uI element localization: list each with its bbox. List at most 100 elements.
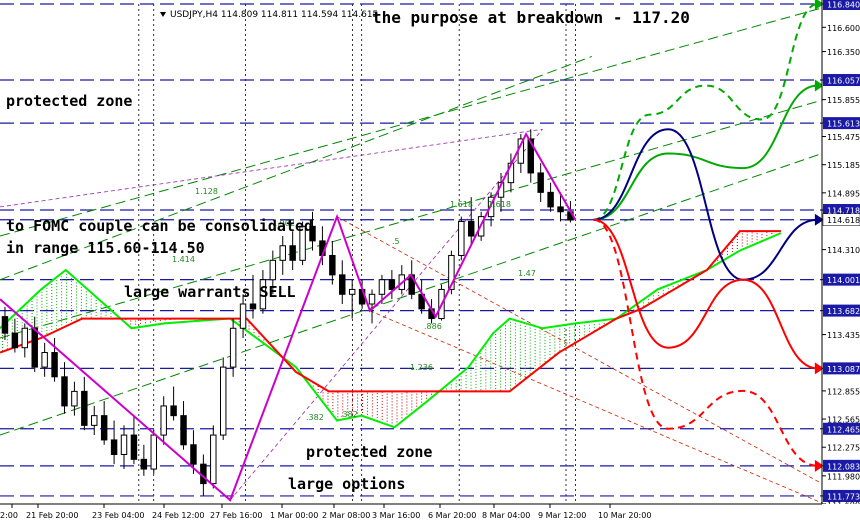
time-tick-label: 24 Feb 12:00	[152, 511, 204, 520]
candle-bull	[348, 288, 356, 295]
price-tick-label: 116.600	[827, 24, 860, 33]
price-axis-panel	[822, 0, 860, 525]
price-tick-label: 115.855	[827, 96, 860, 105]
price-tick-label: 114.895	[827, 189, 860, 198]
time-tick-label: 3 Mar 16:00	[372, 511, 420, 520]
fib-level-label: .5	[392, 237, 400, 246]
price-tick-label: 111.773	[827, 492, 860, 501]
price-label-highlight	[823, 362, 860, 375]
forecast-path-forecast_down	[593, 218, 818, 370]
candle-bull	[279, 245, 286, 261]
candle-bull	[21, 327, 29, 349]
price-label-highlight	[823, 273, 860, 286]
fomc-annotation-line1: to FOMC couple can be consolidated	[6, 217, 314, 235]
candle-bull	[259, 279, 267, 310]
price-tick-label: 116.840	[827, 1, 860, 10]
large-options-annotation: large options	[288, 475, 406, 493]
protected-zone-top-annotation: protected zone	[6, 92, 133, 110]
candle-bear	[547, 191, 554, 208]
price-tick-label: 113.682	[827, 307, 860, 316]
price-tick-label: 111.980	[827, 472, 860, 481]
trend-channel-line	[0, 55, 593, 281]
fib-level-label: 1.902	[272, 219, 295, 228]
price-label-highlight	[823, 0, 860, 10]
candle-bear	[110, 439, 118, 455]
time-tick-label: 6 Mar 20:00	[428, 511, 476, 520]
fib-fan-line	[229, 128, 543, 501]
fib-level-label: 1.47	[518, 269, 536, 278]
price-tick-label: 112.855	[827, 387, 860, 396]
price-label-highlight	[823, 204, 860, 217]
forecast-path-forecast_navy	[593, 128, 818, 281]
price-tick-label: 114.310	[827, 246, 860, 255]
time-tick-label: 8 Mar 04:00	[482, 511, 530, 520]
time-tick-label: 1 Mar 00:00	[270, 511, 318, 520]
price-tick-label: 115.475	[827, 133, 860, 142]
forecast-arrowhead	[814, 362, 824, 375]
price-tick-label: 113.435	[827, 331, 860, 340]
ichimoku-span-b	[0, 230, 781, 393]
candle-bear	[31, 327, 38, 368]
dropdown-triangle-icon[interactable]	[160, 12, 166, 17]
price-tick-label: 114.001	[827, 276, 860, 285]
candle-bull	[150, 434, 157, 470]
fib-level-label: .886	[424, 322, 442, 331]
candle-bear	[140, 458, 148, 470]
time-tick-label: 21 Feb 20:00	[26, 511, 78, 520]
fib-level-label: 1.618	[488, 200, 511, 209]
candle-bull	[210, 434, 217, 485]
candle-bull	[229, 327, 237, 368]
forecast-path-forecast_up	[593, 84, 818, 221]
forecast-arrowhead	[814, 213, 824, 226]
candle-bear	[537, 172, 544, 193]
forecast-arrowhead	[814, 459, 824, 472]
candle-bear	[11, 332, 19, 349]
purpose-annotation: the purpose at breakdown - 117.20	[372, 8, 690, 27]
time-tick-label: 2 Mar 08:00	[322, 511, 370, 520]
fib-level-label: 1.236	[410, 363, 433, 372]
forecast-arrowhead	[814, 79, 824, 92]
price-tick-label: 116.057	[827, 77, 860, 86]
zigzag-line	[0, 131, 577, 502]
candle-bull	[160, 405, 167, 436]
trend-channel-line	[0, 153, 823, 436]
candle-bull	[448, 254, 455, 290]
candle-bear	[1, 316, 9, 334]
price-label-highlight	[823, 422, 860, 435]
time-tick-label: 10 Mar 20:00	[598, 511, 651, 520]
candle-bull	[71, 390, 78, 407]
fib-level-label: 1.414	[172, 255, 195, 264]
candle-bear	[329, 254, 336, 276]
candle-bear	[557, 206, 564, 213]
candle-bear	[51, 352, 58, 378]
protected-zone-bottom-annotation: protected zone	[306, 443, 433, 461]
warrants-annotation: large warrants SELL	[124, 283, 296, 301]
fib-fan-line	[369, 310, 823, 504]
price-label-highlight	[823, 117, 860, 130]
symbol-line: USDJPY,H4 114.809 114.811 114.594 114.61…	[170, 10, 379, 20]
candle-bear	[130, 434, 138, 460]
fib-level-label: .382	[340, 410, 358, 419]
candle-bear	[180, 415, 187, 446]
candle-bull	[269, 259, 277, 281]
candle-bear	[388, 279, 396, 290]
time-tick-label: 9 Mar 12:00	[538, 511, 586, 520]
last-price-box	[822, 213, 860, 226]
price-tick-label: 116.350	[827, 48, 860, 57]
candle-bear	[100, 415, 108, 441]
candle-bull	[219, 366, 227, 436]
price-tick-label: 112.083	[827, 462, 860, 471]
candle-bear	[527, 138, 534, 174]
candle-bull	[458, 220, 465, 256]
candle-bear	[81, 390, 88, 426]
trend-channel-line	[0, 7, 823, 237]
time-axis-panel	[0, 504, 860, 525]
price-tick-label: 112.275	[827, 444, 860, 453]
fib-fan-line	[336, 216, 823, 484]
price-tick-label: 113.087	[827, 365, 860, 374]
fib-level-label: 1.128	[195, 187, 218, 196]
fib-fan-line	[0, 128, 543, 208]
fib-level-label: 1.618	[450, 200, 473, 209]
